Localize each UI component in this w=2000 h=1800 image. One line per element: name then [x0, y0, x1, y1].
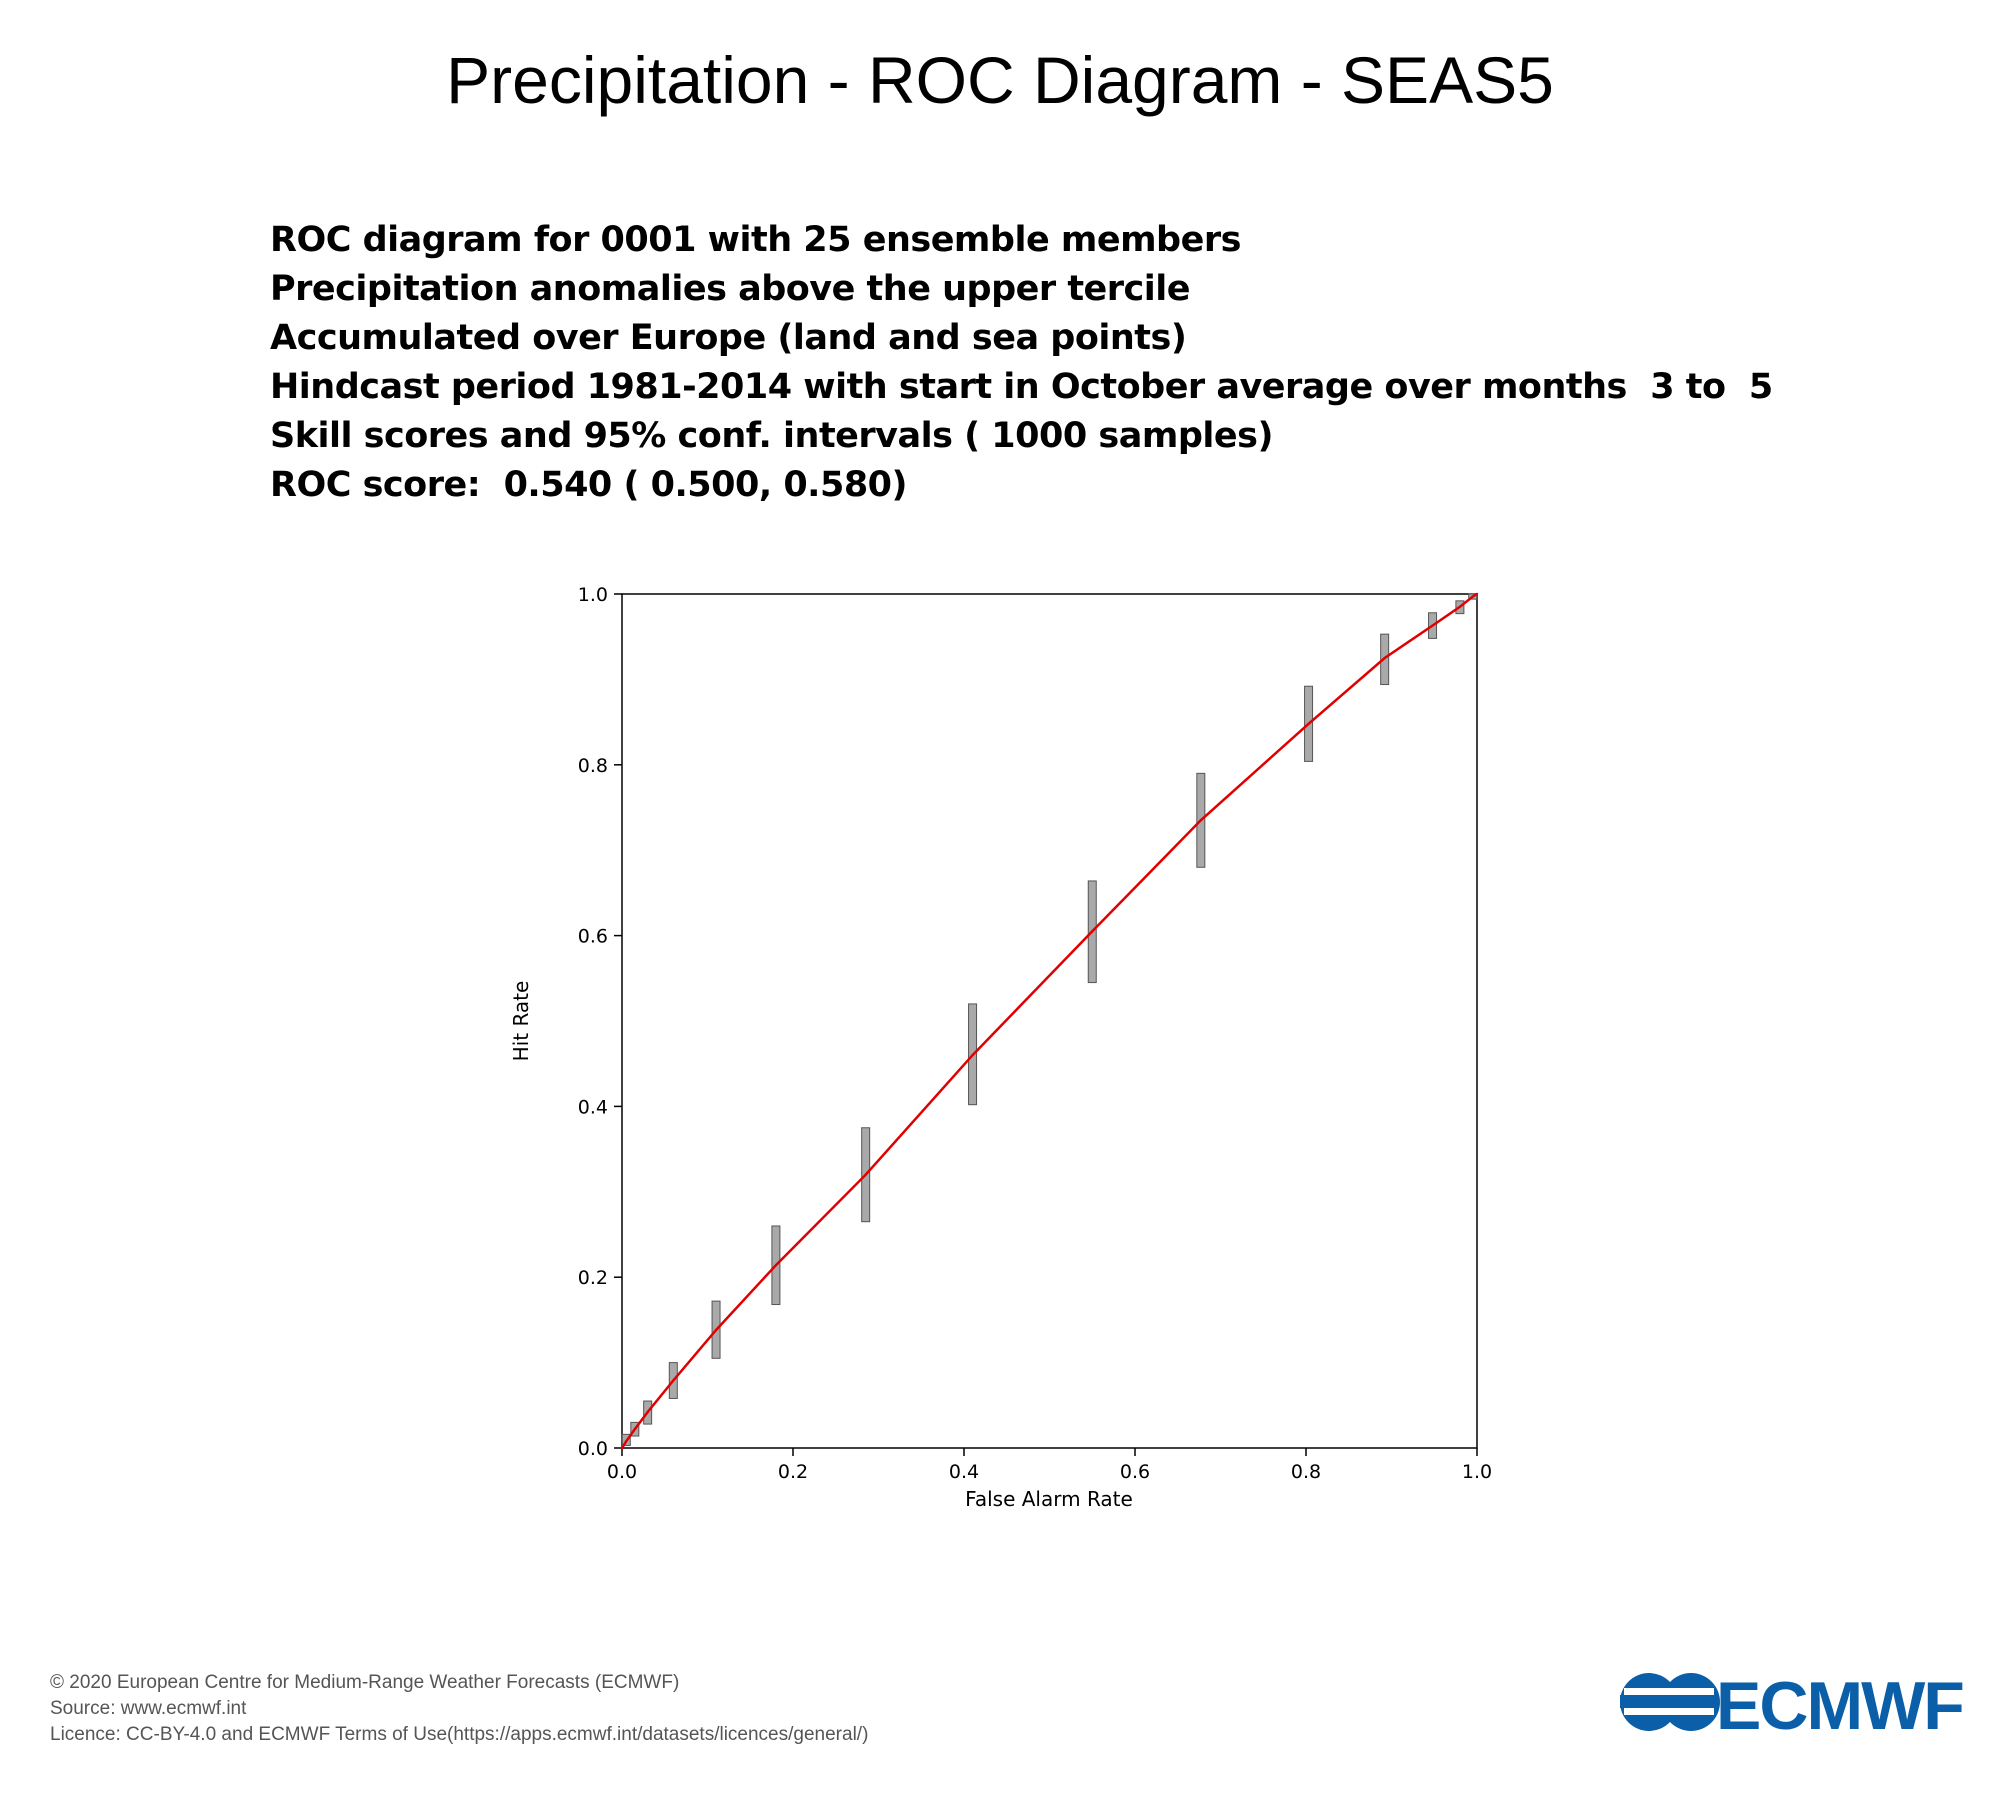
x-tick-label: 0.0 — [607, 1461, 637, 1483]
x-tick-label: 0.4 — [949, 1461, 979, 1483]
roc-point — [1458, 605, 1462, 609]
roc-point — [714, 1328, 718, 1332]
y-tick-label: 0.0 — [578, 1438, 608, 1460]
copyright-text: © 2020 European Centre for Medium-Range … — [50, 1672, 680, 1693]
x-tick-label: 0.6 — [1120, 1461, 1150, 1483]
footer: © 2020 European Centre for Medium-Range … — [50, 1670, 868, 1748]
x-axis-label: False Alarm Rate — [965, 1487, 1133, 1511]
y-tick-label: 0.8 — [578, 755, 608, 777]
roc-point — [971, 1053, 974, 1057]
roc-point — [672, 1379, 675, 1382]
chart-description: ROC diagram for 0001 with 25 ensemble me… — [270, 216, 1773, 510]
source-text: Source: www.ecmwf.int — [50, 1698, 247, 1719]
licence-text: Licence: CC-BY-4.0 and ECMWF Terms of Us… — [50, 1724, 869, 1745]
description-line: ROC score: 0.540 ( 0.500, 0.580) — [270, 465, 908, 505]
roc-point — [620, 1446, 624, 1450]
description-line: ROC diagram for 0001 with 25 ensemble me… — [270, 220, 1241, 260]
y-tick-label: 1.0 — [578, 584, 608, 606]
plot-frame — [621, 593, 1478, 1449]
roc-point — [646, 1410, 649, 1414]
roc-point — [1475, 592, 1479, 596]
ecmwf-emblem-icon — [1620, 1673, 1720, 1731]
roc-point — [1431, 624, 1434, 627]
y-tick-label: 0.6 — [578, 926, 608, 948]
description-line: Accumulated over Europe (land and sea po… — [270, 318, 1187, 358]
roc-curve — [620, 592, 1478, 1449]
roc-point — [1471, 595, 1474, 598]
roc-point — [774, 1264, 778, 1267]
ecmwf-logo: ECMWF — [1620, 1668, 1965, 1737]
page-title: Precipitation - ROC Diagram - SEAS5 — [446, 43, 1554, 117]
y-tick-label: 0.4 — [578, 1096, 608, 1118]
description-line: Hindcast period 1981-2014 with start in … — [270, 367, 1773, 407]
roc-point — [625, 1439, 628, 1443]
y-axis-label: Hit Rate — [509, 981, 533, 1062]
roc-curve-layer — [620, 592, 1479, 1450]
x-tick-label: 1.0 — [1462, 1461, 1492, 1483]
roc-point — [633, 1428, 637, 1431]
roc-point — [1199, 819, 1203, 822]
axis-ticks: 0.0 0.2 0.4 0.6 0.8 1.0 0.0 0.2 0.4 0.6 0.8 1.0 — [578, 584, 1492, 1483]
description-line: Precipitation anomalies above the upper … — [270, 269, 1191, 309]
error-bars — [621, 593, 1478, 1446]
logo-text: ECMWF — [1716, 1668, 1963, 1737]
x-tick-label: 0.2 — [778, 1461, 808, 1483]
roc-point — [1307, 722, 1310, 726]
x-tick-label: 0.8 — [1291, 1461, 1321, 1483]
roc-point — [1091, 930, 1094, 933]
roc-chart: 0.0 0.2 0.4 0.6 0.8 1.0 0.0 0.2 0.4 0.6 0.8 1.0 Fal… — [509, 584, 1492, 1511]
description-line: Skill scores and 95% conf. intervals ( 1… — [270, 416, 1273, 456]
roc-point — [864, 1173, 867, 1176]
y-tick-label: 0.2 — [578, 1267, 608, 1289]
roc-point — [1383, 656, 1386, 660]
